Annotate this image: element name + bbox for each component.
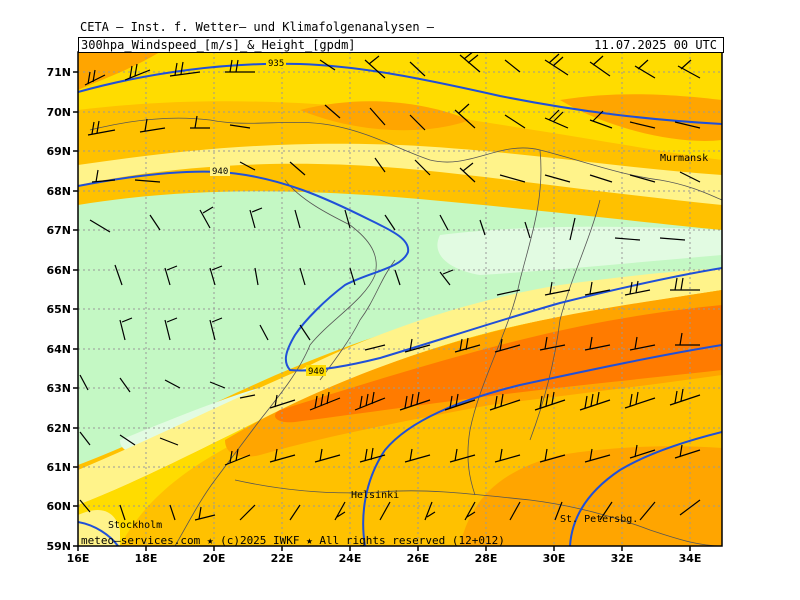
map-grid (78, 52, 722, 546)
x-axis-labels: 16E 18E 20E 22E 24E 26E 28E 30E 32E 34E (67, 552, 702, 565)
contour-southwest (78, 521, 119, 546)
x-tick-20e: 20E (203, 552, 226, 565)
place-labels: Murmansk Helsinki St. Petersbg. Stockhol… (108, 153, 708, 531)
institute-title: CETA – Inst. f. Wetter– und Klimafolgena… (80, 20, 435, 34)
x-tick-34e: 34E (679, 552, 702, 565)
y-tick-67n: 67N (46, 224, 71, 237)
windspeed-band-palegreen-center (437, 226, 722, 275)
y-axis-labels: 59N 60N 61N 62N 63N 64N 65N 66N 67N 68N … (46, 66, 71, 553)
x-tick-24e: 24E (339, 552, 362, 565)
y-tick-65n: 65N (46, 303, 71, 316)
y-tick-68n: 68N (46, 185, 71, 198)
contour-label-935: 935 (268, 59, 284, 69)
contour-935 (78, 62, 722, 125)
place-label-helsinki: Helsinki (351, 490, 399, 501)
contour-940-north (78, 170, 722, 372)
windspeed-band-orange-northwest-2 (300, 101, 470, 131)
x-tick-16e: 16E (67, 552, 90, 565)
windspeed-band-paleyellow-north (78, 143, 722, 205)
x-tick-26e: 26E (407, 552, 430, 565)
y-tick-63n: 63N (46, 382, 71, 395)
x-tick-22e: 22E (271, 552, 294, 565)
contour-label-940-north: 940 (212, 167, 228, 177)
axis-ticks (73, 71, 691, 551)
windspeed-band-darkorange-jet (275, 305, 722, 423)
y-tick-64n: 64N (46, 343, 71, 356)
coastlines (89, 117, 722, 546)
height-contours (78, 62, 722, 546)
place-label-stockholm: Stockholm (108, 520, 162, 531)
product-header: 300hpa_Windspeed_[m/s]_&_Height_[gpdm] 1… (78, 37, 724, 53)
copyright-credit: meteo–services.com ★ (c)2025 IWKF ★ All … (81, 534, 505, 547)
contour-label-940-south: 940 (308, 367, 324, 377)
place-label-murmansk: Murmansk (660, 153, 708, 164)
contour-label-group: 935 940 940 (210, 57, 326, 377)
contour-940-south (362, 344, 722, 546)
wind-barbs (79, 52, 701, 521)
place-label-st-petersburg: St. Petersbg. (560, 514, 638, 525)
windspeed-band-orange-northwest (78, 52, 160, 90)
valid-time: 11.07.2025 00 UTC (594, 38, 717, 52)
x-tick-32e: 32E (611, 552, 634, 565)
x-tick-30e: 30E (543, 552, 566, 565)
y-tick-59n: 59N (46, 540, 71, 553)
y-tick-61n: 61N (46, 461, 71, 474)
y-tick-71n: 71N (46, 66, 71, 79)
windspeed-band-paleyellow-south (78, 268, 722, 505)
y-tick-69n: 69N (46, 145, 71, 158)
y-tick-62n: 62N (46, 422, 71, 435)
y-tick-70n: 70N (46, 106, 71, 119)
y-tick-60n: 60N (46, 500, 71, 513)
contour-945 (569, 431, 722, 546)
x-tick-28e: 28E (475, 552, 498, 565)
y-tick-66n: 66N (46, 264, 71, 277)
product-name: 300hpa_Windspeed_[m/s]_&_Height_[gpdm] (81, 38, 356, 52)
x-tick-18e: 18E (135, 552, 158, 565)
